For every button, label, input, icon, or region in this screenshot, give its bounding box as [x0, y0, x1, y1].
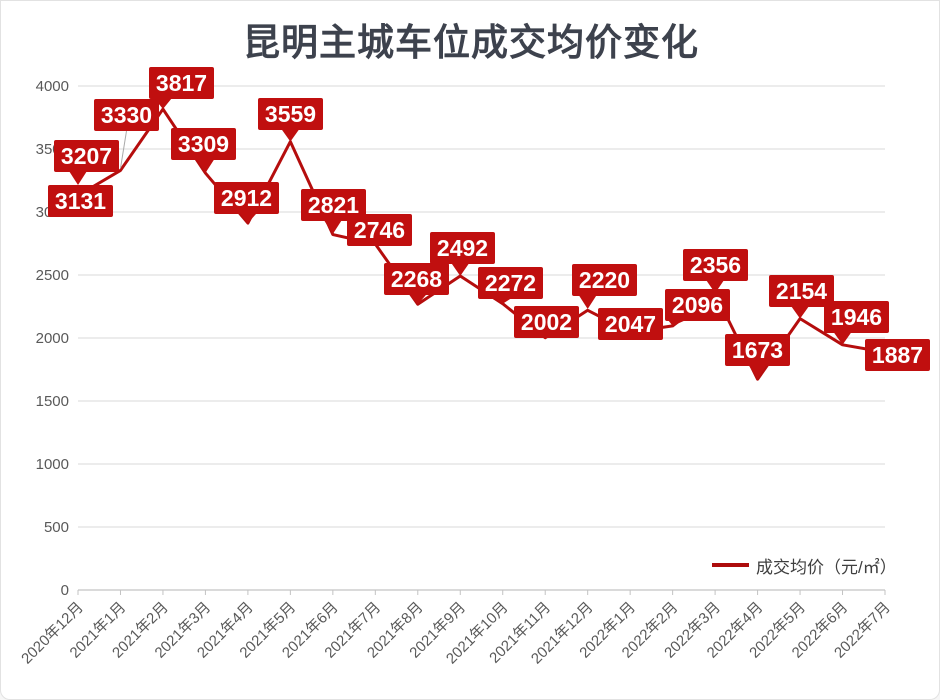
legend-line-swatch-icon — [712, 563, 749, 567]
label-pointer — [578, 295, 597, 309]
data-label-value: 1887 — [872, 342, 923, 368]
data-label-box — [384, 263, 449, 295]
chart-title: 昆明主城车位成交均价变化 — [243, 22, 699, 63]
label-leader-line — [119, 130, 127, 169]
data-label-value: 3559 — [265, 101, 316, 127]
data-label-box — [347, 214, 412, 246]
y-axis-tick-label: 0 — [61, 582, 69, 599]
y-axis-tick-label: 1500 — [36, 393, 69, 410]
data-label-box — [865, 339, 930, 371]
data-label-value: 3817 — [156, 70, 207, 96]
label-pointer — [833, 332, 852, 345]
data-label-value: 3207 — [61, 143, 112, 169]
data-label-box — [769, 275, 834, 307]
data-label-value: 2746 — [354, 217, 405, 243]
data-label-box — [725, 334, 790, 366]
data-label-value: 2272 — [485, 270, 536, 296]
data-label-box — [94, 99, 159, 131]
data-label-box — [48, 185, 113, 217]
legend-label: 成交均价（元/㎡） — [756, 557, 897, 577]
label-pointer — [408, 294, 427, 305]
label-pointer — [451, 263, 470, 277]
y-axis-tick-label: 1000 — [36, 456, 69, 473]
data-label-value: 2154 — [776, 278, 827, 304]
data-label-box — [572, 264, 637, 296]
data-label-box — [665, 289, 730, 321]
y-axis-tick-label: 2500 — [36, 267, 69, 284]
data-label-box — [54, 140, 119, 172]
data-label-box — [258, 98, 323, 130]
data-label-box — [301, 189, 366, 221]
data-label-value: 2220 — [579, 267, 630, 293]
data-label-value: 2821 — [308, 192, 359, 218]
data-label-value: 3131 — [55, 188, 106, 214]
data-label-value: 1673 — [732, 337, 783, 363]
label-pointer — [153, 98, 172, 110]
data-label-value: 2356 — [690, 252, 741, 278]
label-pointer — [493, 298, 512, 304]
label-pointer — [69, 171, 87, 185]
y-axis-tick-label: 2000 — [36, 330, 69, 347]
label-pointer — [281, 129, 300, 142]
data-label-box — [478, 267, 543, 299]
label-pointer — [323, 220, 342, 234]
data-label-value: 2492 — [437, 235, 488, 261]
y-axis-tick-label: 4000 — [36, 78, 69, 95]
label-pointer — [668, 320, 686, 326]
y-axis-tick-label: 500 — [44, 519, 69, 536]
data-label-value: 2002 — [521, 309, 572, 335]
data-label-box — [514, 306, 579, 338]
label-pointer — [238, 213, 257, 224]
data-label-value: 2912 — [221, 185, 272, 211]
label-pointer — [706, 280, 725, 294]
data-label-box — [171, 128, 236, 160]
data-label-value: 3309 — [178, 131, 229, 157]
label-pointer — [196, 159, 215, 173]
data-label-value: 2268 — [391, 266, 442, 292]
data-label-box — [149, 67, 214, 99]
data-label-value: 2047 — [605, 311, 656, 337]
data-label-box — [598, 308, 663, 340]
label-pointer — [748, 365, 767, 379]
data-label-value: 2096 — [672, 292, 723, 318]
data-label-box — [430, 232, 495, 264]
data-label-box — [214, 182, 279, 214]
data-label-value: 1946 — [831, 304, 882, 330]
legend: 成交均价（元/㎡） — [712, 554, 897, 577]
data-label-value: 3330 — [101, 102, 152, 128]
data-label-box — [824, 301, 889, 333]
data-label-box — [683, 249, 748, 281]
label-pointer — [791, 306, 810, 319]
